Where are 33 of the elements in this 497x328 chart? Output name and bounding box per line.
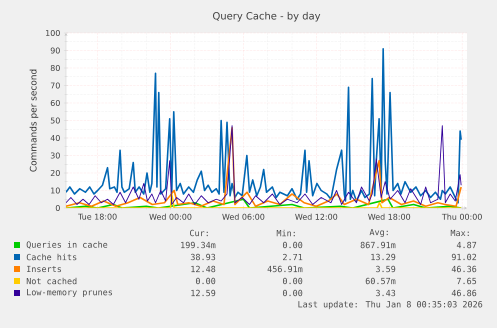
text: 46.86 [452, 290, 476, 296]
text: Min: [276, 230, 295, 236]
text: 199.34m [181, 242, 216, 248]
legend-label: Not cached [26, 278, 76, 284]
text: 3.43 [376, 290, 396, 296]
text: 4.87 [456, 242, 476, 248]
text: 867.91m [360, 242, 396, 248]
legend-label: Cache hits [26, 254, 76, 260]
text: 12.48 [191, 266, 216, 272]
text: Max: [450, 230, 469, 236]
text: 46.36 [452, 266, 476, 272]
legend-label: Queries in cache [26, 241, 108, 249]
line-series [66, 48, 462, 204]
text: 91.02 [452, 254, 476, 260]
text: 3.59 [376, 266, 396, 272]
text: 13.29 [371, 254, 396, 260]
text: Avg: [370, 229, 388, 237]
text: 60.57m [366, 278, 396, 284]
text: 12.59 [191, 290, 216, 296]
text: 0.00 [282, 290, 302, 296]
text: 0.00 [282, 278, 302, 284]
text: Cur: [190, 230, 208, 236]
legend-label: Low-memory prunes [27, 289, 112, 297]
text: 7.65 [456, 278, 476, 284]
text: 0.00 [282, 242, 302, 248]
chart-title: Query Cache - by day [213, 12, 320, 22]
text: 38.93 [190, 254, 216, 260]
text: Last update: Thu Jan 8 00:35:03 2026 [298, 300, 482, 310]
y-axis-title: Commands per second [30, 70, 38, 172]
text: 456.91m [268, 266, 302, 272]
text: 2.71 [283, 254, 302, 260]
text: 0.00 [196, 278, 216, 284]
legend-label: Inserts [27, 266, 62, 272]
